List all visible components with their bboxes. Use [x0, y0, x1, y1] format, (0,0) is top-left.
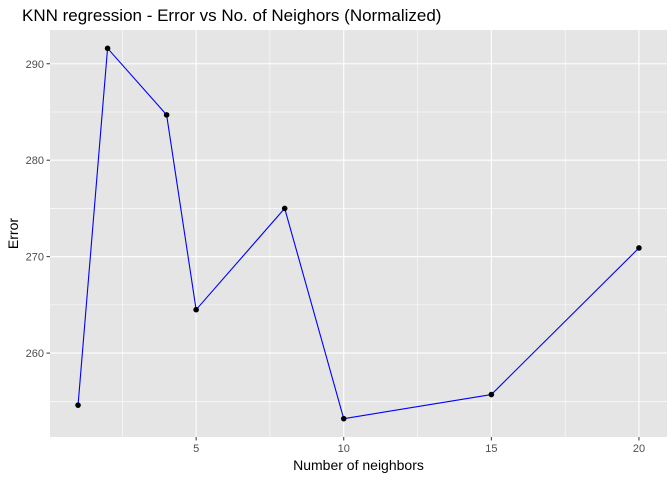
data-point	[488, 391, 495, 398]
data-point	[281, 205, 288, 212]
x-tick-label: 20	[633, 443, 645, 455]
series-line	[77, 47, 640, 420]
data-point	[163, 112, 170, 118]
x-axis: 5 10 15 20	[193, 437, 645, 455]
data-point	[193, 306, 199, 313]
y-tick-label: 270	[26, 252, 44, 264]
major-gridlines	[50, 30, 667, 437]
chart-title: KNN regression - Error vs No. of Neighor…	[22, 6, 441, 25]
data-point	[75, 402, 81, 408]
x-tick-label: 10	[338, 443, 350, 455]
minor-gridlines	[50, 30, 667, 437]
points-layer	[75, 45, 642, 422]
x-tick-label: 15	[485, 443, 497, 455]
y-tick-label: 280	[26, 155, 44, 167]
y-tick-label: 290	[26, 59, 44, 71]
y-axis-title: Error	[5, 218, 21, 249]
plot-panel	[50, 30, 667, 437]
data-point	[340, 415, 347, 422]
x-axis-title: Number of neighbors	[293, 457, 424, 473]
series-layer	[77, 47, 640, 420]
y-axis: 260 270 280 290	[26, 59, 50, 360]
data-point	[636, 245, 642, 251]
data-point	[104, 45, 111, 52]
y-tick-label: 260	[26, 348, 44, 360]
x-tick-label: 5	[193, 443, 199, 455]
